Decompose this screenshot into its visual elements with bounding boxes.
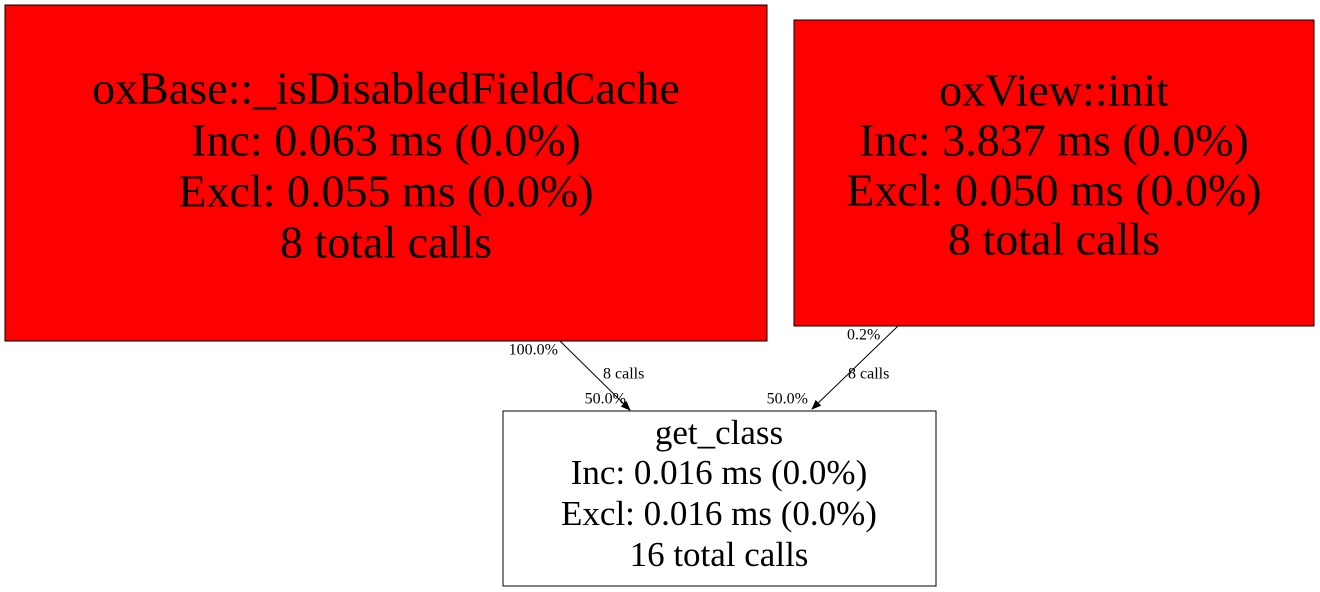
- edge-tail-label: 100.0%: [509, 342, 558, 359]
- edge-tail-label: 0.2%: [847, 327, 880, 344]
- edge-head-label: 50.0%: [585, 391, 626, 408]
- node-label: oxView::init: [939, 65, 1169, 116]
- node-label: Excl: 0.016 ms (0.0%): [561, 494, 877, 533]
- node-box: [502, 410, 937, 587]
- node-label: Inc: 0.063 ms (0.0%): [191, 115, 581, 166]
- node-label: Excl: 0.055 ms (0.0%): [178, 166, 593, 217]
- edge-label: 8 calls: [848, 366, 889, 383]
- node-label: Excl: 0.050 ms (0.0%): [846, 165, 1261, 216]
- node-label: oxBase::_isDisabledFieldCache: [92, 63, 680, 114]
- edge-label: 8 calls: [603, 366, 644, 383]
- edge-head-label: 50.0%: [767, 391, 808, 408]
- edge: [559, 340, 631, 411]
- node-box: [4, 4, 768, 342]
- node-label: 8 total calls: [280, 217, 492, 268]
- node-label: 8 total calls: [948, 214, 1160, 265]
- node-box: [793, 19, 1315, 327]
- edge: [811, 325, 899, 410]
- node-label: Inc: 3.837 ms (0.0%): [859, 115, 1249, 166]
- node-label: Inc: 0.016 ms (0.0%): [571, 453, 867, 492]
- node-label: 16 total calls: [630, 535, 809, 574]
- node-label: get_class: [655, 413, 783, 452]
